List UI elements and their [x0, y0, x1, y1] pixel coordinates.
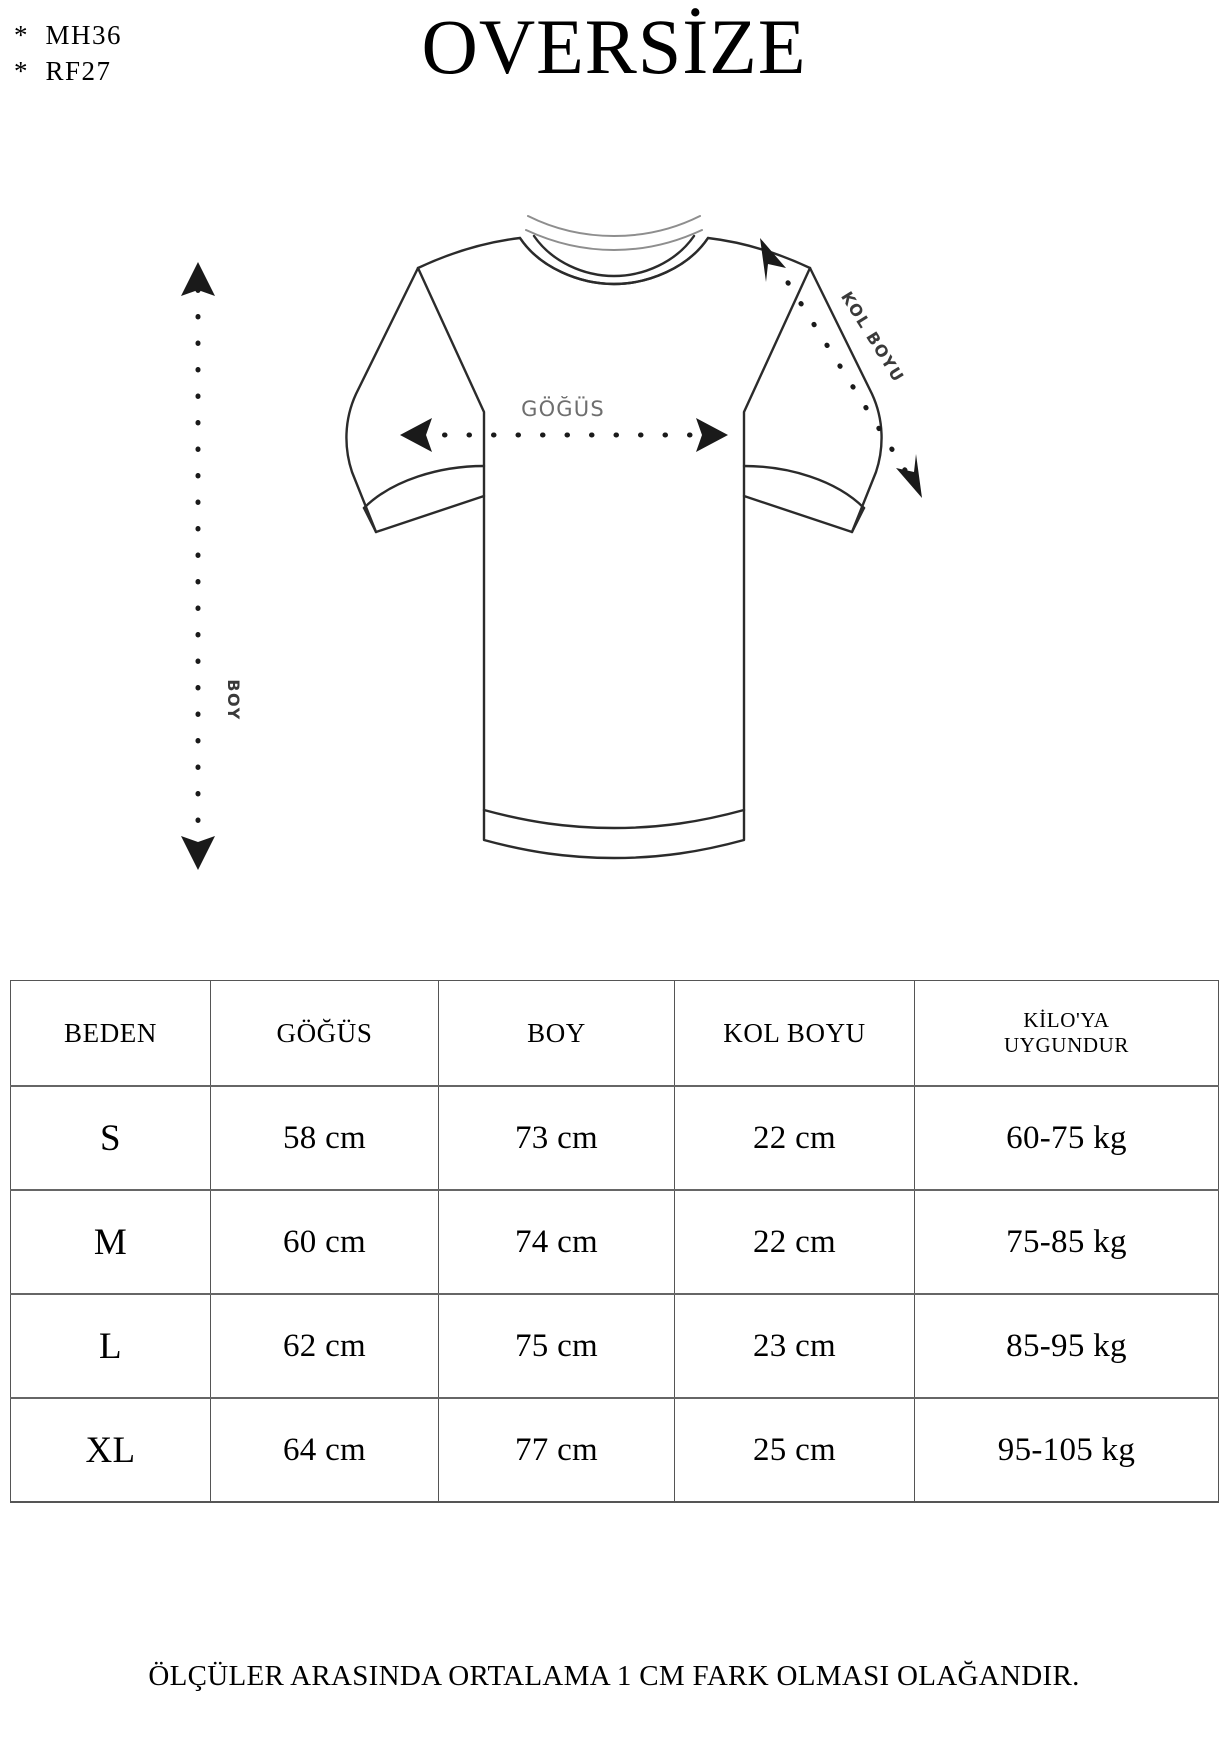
- cell-kilo-xl: 95-105 kg: [914, 1397, 1219, 1503]
- size-table: BEDEN GÖĞÜS BOY KOL BOYU KİLO'YA UYGUNDU…: [10, 980, 1219, 1503]
- product-code-1: * MH36: [14, 20, 123, 50]
- cell-beden-m: M: [10, 1189, 211, 1295]
- cell-kol-boyu-l: 23 cm: [674, 1293, 915, 1399]
- cell-kilo-s: 60-75 kg: [914, 1085, 1219, 1191]
- cell-boy-l: 75 cm: [438, 1293, 675, 1399]
- cell-boy-xl: 77 cm: [438, 1397, 675, 1503]
- cell-boy-s: 73 cm: [438, 1085, 675, 1191]
- collar-rib-lines: [525, 215, 703, 252]
- tshirt-diagram: GÖĞÜS BOY KOL BOYU: [0, 180, 1228, 940]
- cell-kol-boyu-s: 22 cm: [674, 1085, 915, 1191]
- chest-label: GÖĞÜS: [521, 396, 605, 421]
- cell-beden-s: S: [10, 1085, 211, 1191]
- table-row: XL 64 cm 77 cm 25 cm 95-105 kg: [10, 1397, 1219, 1503]
- cell-kol-boyu-m: 22 cm: [674, 1189, 915, 1295]
- cell-gogus-l: 62 cm: [210, 1293, 439, 1399]
- cell-kilo-m: 75-85 kg: [914, 1189, 1219, 1295]
- product-codes: * MH36 * RF27: [14, 18, 122, 89]
- kilo-header-line1: KİLO'YA: [1023, 1008, 1110, 1033]
- column-header-gogus: GÖĞÜS: [210, 980, 439, 1087]
- cell-kilo-l: 85-95 kg: [914, 1293, 1219, 1399]
- chest-measure-arrow: [400, 418, 728, 452]
- column-header-beden: BEDEN: [10, 980, 211, 1087]
- cell-beden-l: L: [10, 1293, 211, 1399]
- column-header-kol-boyu: KOL BOYU: [674, 980, 915, 1087]
- cell-beden-xl: XL: [10, 1397, 211, 1503]
- product-code-2: * RF27: [14, 55, 112, 86]
- length-measure-arrow: [181, 262, 215, 870]
- cell-gogus-m: 60 cm: [210, 1189, 439, 1295]
- table-header-row: BEDEN GÖĞÜS BOY KOL BOYU KİLO'YA UYGUNDU…: [10, 980, 1219, 1087]
- size-table-head: BEDEN GÖĞÜS BOY KOL BOYU KİLO'YA UYGUNDU…: [10, 980, 1219, 1087]
- column-header-kilo: KİLO'YA UYGUNDUR: [914, 980, 1219, 1087]
- sleeve-measure-arrow: [760, 238, 922, 498]
- cell-boy-m: 74 cm: [438, 1189, 675, 1295]
- table-row: M 60 cm 74 cm 22 cm 75-85 kg: [10, 1189, 1219, 1295]
- sleeve-label: KOL BOYU: [837, 288, 908, 386]
- cell-gogus-xl: 64 cm: [210, 1397, 439, 1503]
- cell-gogus-s: 58 cm: [210, 1085, 439, 1191]
- column-header-boy: BOY: [438, 980, 675, 1087]
- size-table-wrapper: BEDEN GÖĞÜS BOY KOL BOYU KİLO'YA UYGUNDU…: [10, 980, 1219, 1503]
- table-row: L 62 cm 75 cm 23 cm 85-95 kg: [10, 1293, 1219, 1399]
- kilo-header-line2: UYGUNDUR: [1004, 1033, 1129, 1057]
- size-table-body: S 58 cm 73 cm 22 cm 60-75 kg M 60 cm 74 …: [10, 1085, 1219, 1503]
- page-title: OVERSİZE: [421, 3, 807, 90]
- length-label: BOY: [224, 679, 243, 721]
- measurement-disclaimer: ÖLÇÜLER ARASINDA ORTALAMA 1 CM FARK OLMA…: [148, 1660, 1080, 1692]
- table-row: S 58 cm 73 cm 22 cm 60-75 kg: [10, 1085, 1219, 1191]
- cell-kol-boyu-xl: 25 cm: [674, 1397, 915, 1503]
- tshirt-outline: [345, 234, 883, 860]
